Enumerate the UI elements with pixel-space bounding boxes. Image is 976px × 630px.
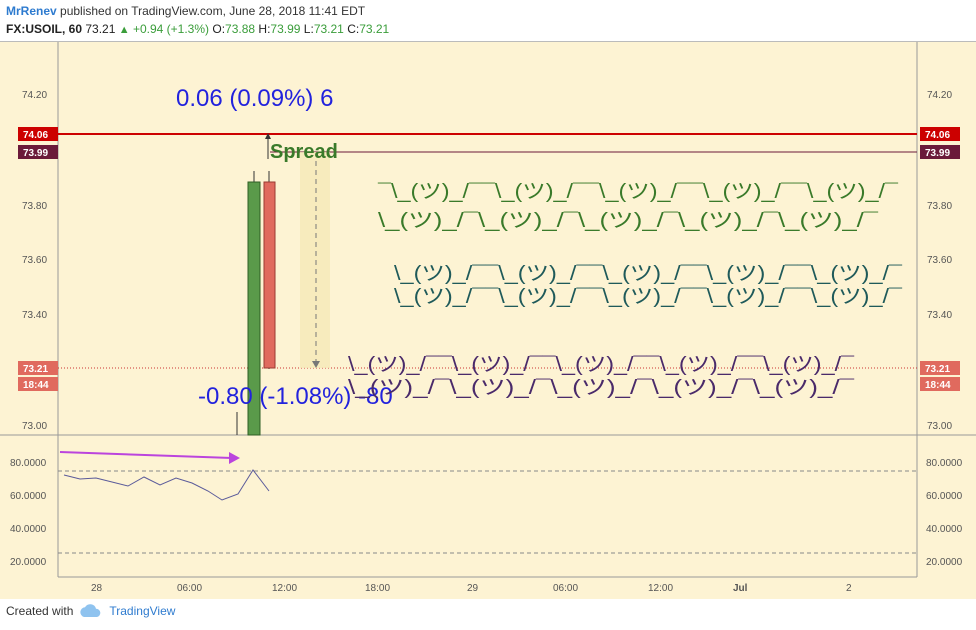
- measure-label-bottom[interactable]: -0.80 (-1.08%) -80: [198, 383, 393, 410]
- shrug-text-green-2: \_(ツ)_/¯\_(ツ)_/¯\_(ツ)_/¯\_(ツ)_/¯\_(ツ)_/¯: [378, 210, 879, 232]
- spread-shaded-zone[interactable]: [300, 152, 330, 368]
- last-price-tag-left: [18, 361, 58, 375]
- trend-arrow-line[interactable]: [59, 451, 233, 459]
- price-tick-right: 74.20: [927, 90, 952, 101]
- up-triangle-icon: ▲: [118, 24, 130, 36]
- price-tick-left: 73.60: [22, 255, 47, 266]
- measure-label-top[interactable]: 0.06 (0.09%) 6: [176, 85, 333, 112]
- price-tick-left: 74.20: [22, 90, 47, 101]
- shrug-text-purple-2: \_(ツ)_/¯\_(ツ)_/¯\_(ツ)_/¯\_(ツ)_/¯\_(ツ)_/¯: [348, 377, 855, 399]
- price-tick-left: 73.80: [22, 201, 47, 212]
- high-label: H:: [258, 22, 271, 36]
- indicator-tick-right: 60.0000: [926, 491, 963, 502]
- price-tick-right: 73.60: [927, 255, 952, 266]
- price-tag-maroon-right-text: 73.99: [925, 148, 950, 159]
- indicator-tick-right: 80.0000: [926, 458, 963, 469]
- chart-header-line1: MrRenev published on TradingView.com, Ju…: [6, 4, 365, 18]
- time-label: 12:00: [272, 583, 297, 594]
- chart-canvas[interactable]: 74.20 73.80 73.60 73.40 73.00 74.20 73.8…: [0, 42, 976, 599]
- shrug-block-purple[interactable]: \_(ツ)_/¯¯\_(ツ)_/¯¯\_(ツ)_/¯¯\_(ツ)_/¯¯\_(ツ…: [348, 354, 855, 399]
- indicator-tick-right: 40.0000: [926, 524, 963, 535]
- low-value: 73.21: [313, 22, 344, 36]
- time-label: 29: [467, 583, 479, 594]
- time-label: 12:00: [648, 583, 673, 594]
- shrug-text-purple-1: \_(ツ)_/¯¯\_(ツ)_/¯¯\_(ツ)_/¯¯\_(ツ)_/¯¯\_(ツ…: [348, 354, 855, 376]
- price-tag-red-left-text: 74.06: [23, 130, 48, 141]
- price-change: +0.94 (+1.3%): [132, 22, 210, 36]
- price-tick-right: 73.00: [927, 421, 952, 432]
- indicator-tick-left: 20.0000: [10, 557, 47, 568]
- spread-label[interactable]: Spread: [270, 141, 338, 163]
- price-tick-left: 73.40: [22, 310, 47, 321]
- last-price-tag-left-text: 73.21: [23, 364, 48, 375]
- shrug-block-teal[interactable]: \_(ツ)_/¯¯\_(ツ)_/¯¯\_(ツ)_/¯¯\_(ツ)_/¯¯\_(ツ…: [394, 263, 903, 308]
- price-tag-maroon-left-text: 73.99: [23, 148, 48, 159]
- price-tag-maroon-right: [920, 145, 960, 159]
- time-label: 06:00: [553, 583, 578, 594]
- countdown-tag-left: [18, 377, 58, 391]
- indicator-tick-right: 20.0000: [926, 557, 963, 568]
- price-tag-maroon-left: [18, 145, 58, 159]
- measure-arrow-up-icon: [265, 133, 271, 139]
- close-value: 73.21: [359, 22, 390, 36]
- chart-header-line2: FX:USOIL, 60 73.21 ▲ +0.94 (+1.3%) O:73.…: [6, 22, 389, 36]
- last-price-tag-right: [920, 361, 960, 375]
- price-tag-red-right: [920, 127, 960, 141]
- candle-up[interactable]: [247, 181, 261, 436]
- shrug-text-teal-1: \_(ツ)_/¯¯\_(ツ)_/¯¯\_(ツ)_/¯¯\_(ツ)_/¯¯\_(ツ…: [394, 263, 903, 285]
- price-tag-red-right-text: 74.06: [925, 130, 950, 141]
- price-tick-left: 73.00: [22, 421, 47, 432]
- shrug-block-green[interactable]: ¯\_(ツ)_/¯¯\_(ツ)_/¯¯\_(ツ)_/¯¯\_(ツ)_/¯¯\_(…: [377, 181, 899, 232]
- indicator-tick-left: 80.0000: [10, 458, 47, 469]
- shrug-text-green-1: ¯\_(ツ)_/¯¯\_(ツ)_/¯¯\_(ツ)_/¯¯\_(ツ)_/¯¯\_(…: [377, 181, 899, 203]
- low-label: L:: [303, 22, 314, 36]
- time-label: 28: [91, 583, 103, 594]
- tradingview-cloud-icon: [80, 604, 101, 617]
- indicator-tick-left: 40.0000: [10, 524, 47, 535]
- chart-background: [0, 42, 976, 599]
- tradingview-brand-link[interactable]: TradingView: [109, 604, 176, 618]
- spread-arrow-head-icon: [312, 361, 320, 368]
- time-label: 06:00: [177, 583, 202, 594]
- open-value: 73.88: [225, 22, 256, 36]
- candle-down[interactable]: [263, 181, 276, 369]
- price-tag-red-left: [18, 127, 58, 141]
- trend-arrow-head-icon: [229, 452, 240, 464]
- countdown-tag-right: [920, 377, 960, 391]
- price-tick-right: 73.40: [927, 310, 952, 321]
- time-label: Jul: [733, 583, 748, 594]
- publish-info: published on TradingView.com, June 28, 2…: [60, 4, 366, 18]
- open-label: O:: [212, 22, 226, 36]
- time-label: 18:00: [365, 583, 390, 594]
- time-label: 2: [846, 583, 852, 594]
- last-price: 73.21: [85, 22, 116, 36]
- close-label: C:: [347, 22, 360, 36]
- last-price-tag-right-text: 73.21: [925, 364, 950, 375]
- symbol-label[interactable]: FX:USOIL, 60: [6, 22, 83, 36]
- chart-area[interactable]: 74.20 73.80 73.60 73.40 73.00 74.20 73.8…: [0, 41, 976, 599]
- author-name[interactable]: MrRenev: [6, 4, 57, 18]
- price-tick-right: 73.80: [927, 201, 952, 212]
- countdown-tag-left-text: 18:44: [23, 380, 49, 391]
- indicator-tick-left: 60.0000: [10, 491, 47, 502]
- indicator-line[interactable]: [63, 469, 270, 501]
- created-with-label: Created with: [6, 604, 74, 618]
- shrug-text-teal-2: \_(ツ)_/¯¯\_(ツ)_/¯¯\_(ツ)_/¯¯\_(ツ)_/¯¯\_(ツ…: [394, 286, 903, 308]
- footer: Created with TradingView: [6, 604, 175, 618]
- high-value: 73.99: [270, 22, 301, 36]
- countdown-tag-right-text: 18:44: [925, 380, 951, 391]
